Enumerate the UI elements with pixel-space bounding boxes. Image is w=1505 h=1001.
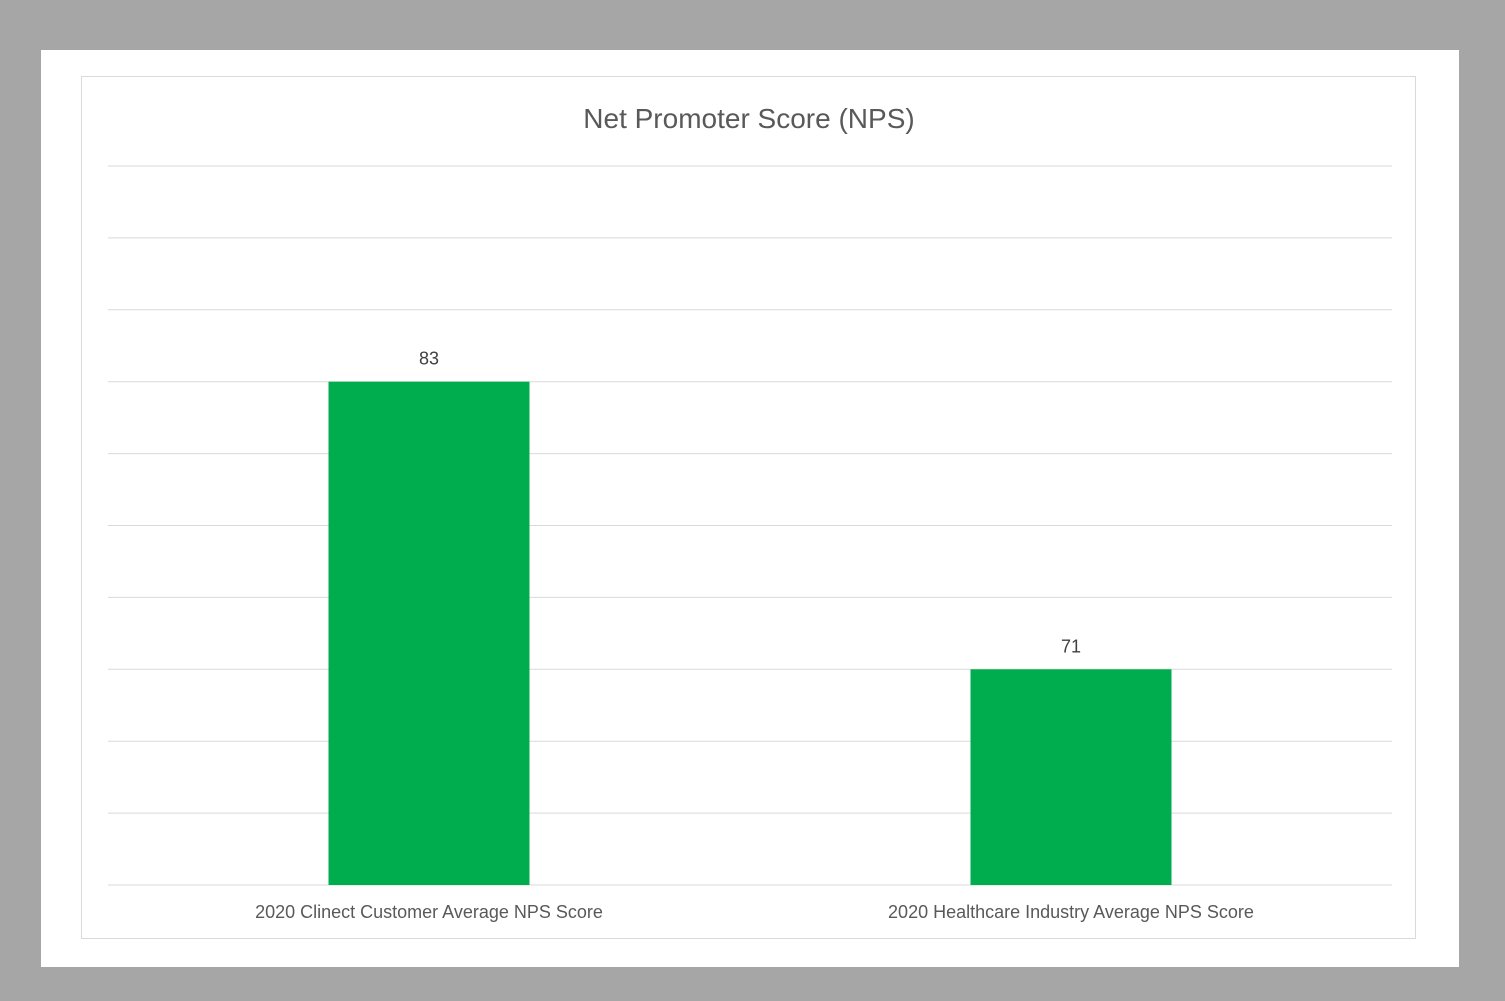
bar-1 [328, 381, 530, 885]
gridlines [108, 165, 1392, 886]
data-label-1: 83 [419, 349, 439, 369]
chart-title: Net Promoter Score (NPS) [583, 103, 914, 134]
category-label-2: 2020 Healthcare Industry Average NPS Sco… [888, 902, 1254, 922]
chart-frame [81, 76, 1416, 939]
category-label-1: 2020 Clinect Customer Average NPS Score [255, 902, 603, 922]
bars [328, 381, 1172, 885]
bar-2 [970, 669, 1172, 885]
data-label-2: 71 [1061, 636, 1081, 656]
category-labels: 2020 Clinect Customer Average NPS Score 2… [255, 902, 1254, 922]
data-labels: 83 71 [419, 349, 1081, 657]
